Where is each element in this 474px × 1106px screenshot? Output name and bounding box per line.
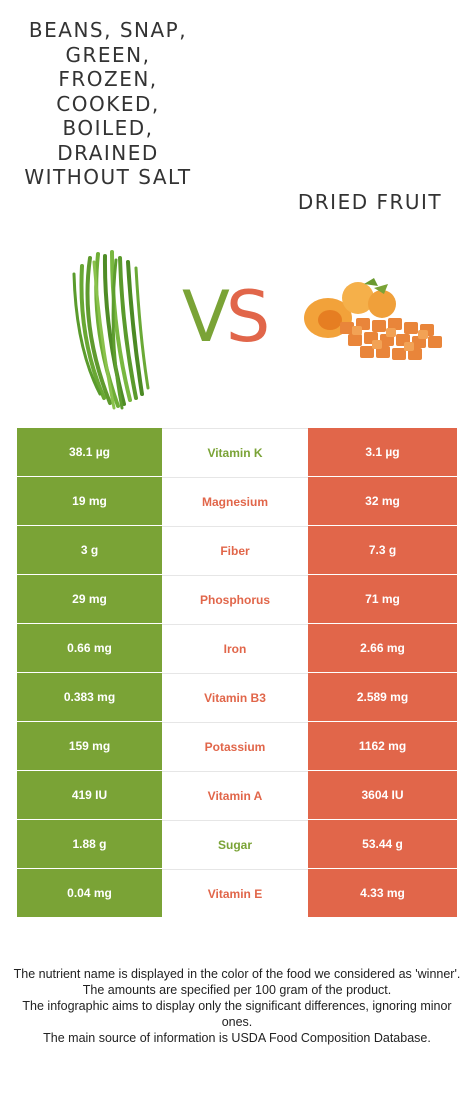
table-row: 29 mg Phosphorus 71 mg xyxy=(17,575,457,623)
right-value: 32 mg xyxy=(308,477,457,525)
right-value: 2.589 mg xyxy=(308,673,457,721)
nutrient-name: Vitamin E xyxy=(162,869,308,917)
nutrient-name: Potassium xyxy=(162,722,308,770)
left-value: 159 mg xyxy=(17,722,162,770)
nutrient-name: Vitamin B3 xyxy=(162,673,308,721)
right-value: 3604 IU xyxy=(308,771,457,819)
left-value: 3 g xyxy=(17,526,162,574)
nutrient-name: Vitamin A xyxy=(162,771,308,819)
right-value: 71 mg xyxy=(308,575,457,623)
footer-line-2: The amounts are specified per 100 gram o… xyxy=(82,983,392,997)
comparison-table: 38.1 µg Vitamin K 3.1 µg 19 mg Magnesium 32 m… xyxy=(17,428,457,918)
right-value: 1162 mg xyxy=(308,722,457,770)
table-row: 0.04 mg Vitamin E 4.33 mg xyxy=(17,869,457,917)
nutrient-name: Iron xyxy=(162,624,308,672)
left-value: 1.88 g xyxy=(17,820,162,868)
left-value: 0.04 mg xyxy=(17,869,162,917)
left-value: 38.1 µg xyxy=(17,428,162,476)
table-row: 19 mg Magnesium 32 mg xyxy=(17,477,457,525)
table-row: 38.1 µg Vitamin K 3.1 µg xyxy=(17,428,457,476)
left-value: 0.66 mg xyxy=(17,624,162,672)
table-row: 0.383 mg Vitamin B3 2.589 mg xyxy=(17,673,457,721)
nutrient-name: Sugar xyxy=(162,820,308,868)
green-beans-image xyxy=(72,250,150,410)
dried-fruit-image xyxy=(304,278,442,360)
table-row: 1.88 g Sugar 53.44 g xyxy=(17,820,457,868)
right-food-title: DRIED FRUIT xyxy=(297,190,443,214)
footer-line-1: The nutrient name is displayed in the co… xyxy=(13,967,461,981)
nutrient-name: Fiber xyxy=(162,526,308,574)
table-row: 0.66 mg Iron 2.66 mg xyxy=(17,624,457,672)
footer-line-3: The infographic aims to display only the… xyxy=(22,999,452,1029)
left-value: 29 mg xyxy=(17,575,162,623)
left-value: 0.383 mg xyxy=(17,673,162,721)
right-value: 53.44 g xyxy=(308,820,457,868)
table-row: 419 IU Vitamin A 3604 IU xyxy=(17,771,457,819)
left-value: 19 mg xyxy=(17,477,162,525)
left-value: 419 IU xyxy=(17,771,162,819)
nutrient-name: Magnesium xyxy=(162,477,308,525)
vs-label: VS xyxy=(182,276,270,358)
footer-line-4: The main source of information is USDA F… xyxy=(43,1031,431,1045)
right-value: 4.33 mg xyxy=(308,869,457,917)
right-value: 3.1 µg xyxy=(308,428,457,476)
nutrient-name: Vitamin K xyxy=(162,428,308,476)
table-row: 159 mg Potassium 1162 mg xyxy=(17,722,457,770)
right-value: 2.66 mg xyxy=(308,624,457,672)
table-row: 3 g Fiber 7.3 g xyxy=(17,526,457,574)
left-food-title: BEANS, SNAP, GREEN, FROZEN, COOKED, BOIL… xyxy=(24,18,192,189)
right-value: 7.3 g xyxy=(308,526,457,574)
nutrient-name: Phosphorus xyxy=(162,575,308,623)
footer-notes: The nutrient name is displayed in the co… xyxy=(12,966,462,1046)
